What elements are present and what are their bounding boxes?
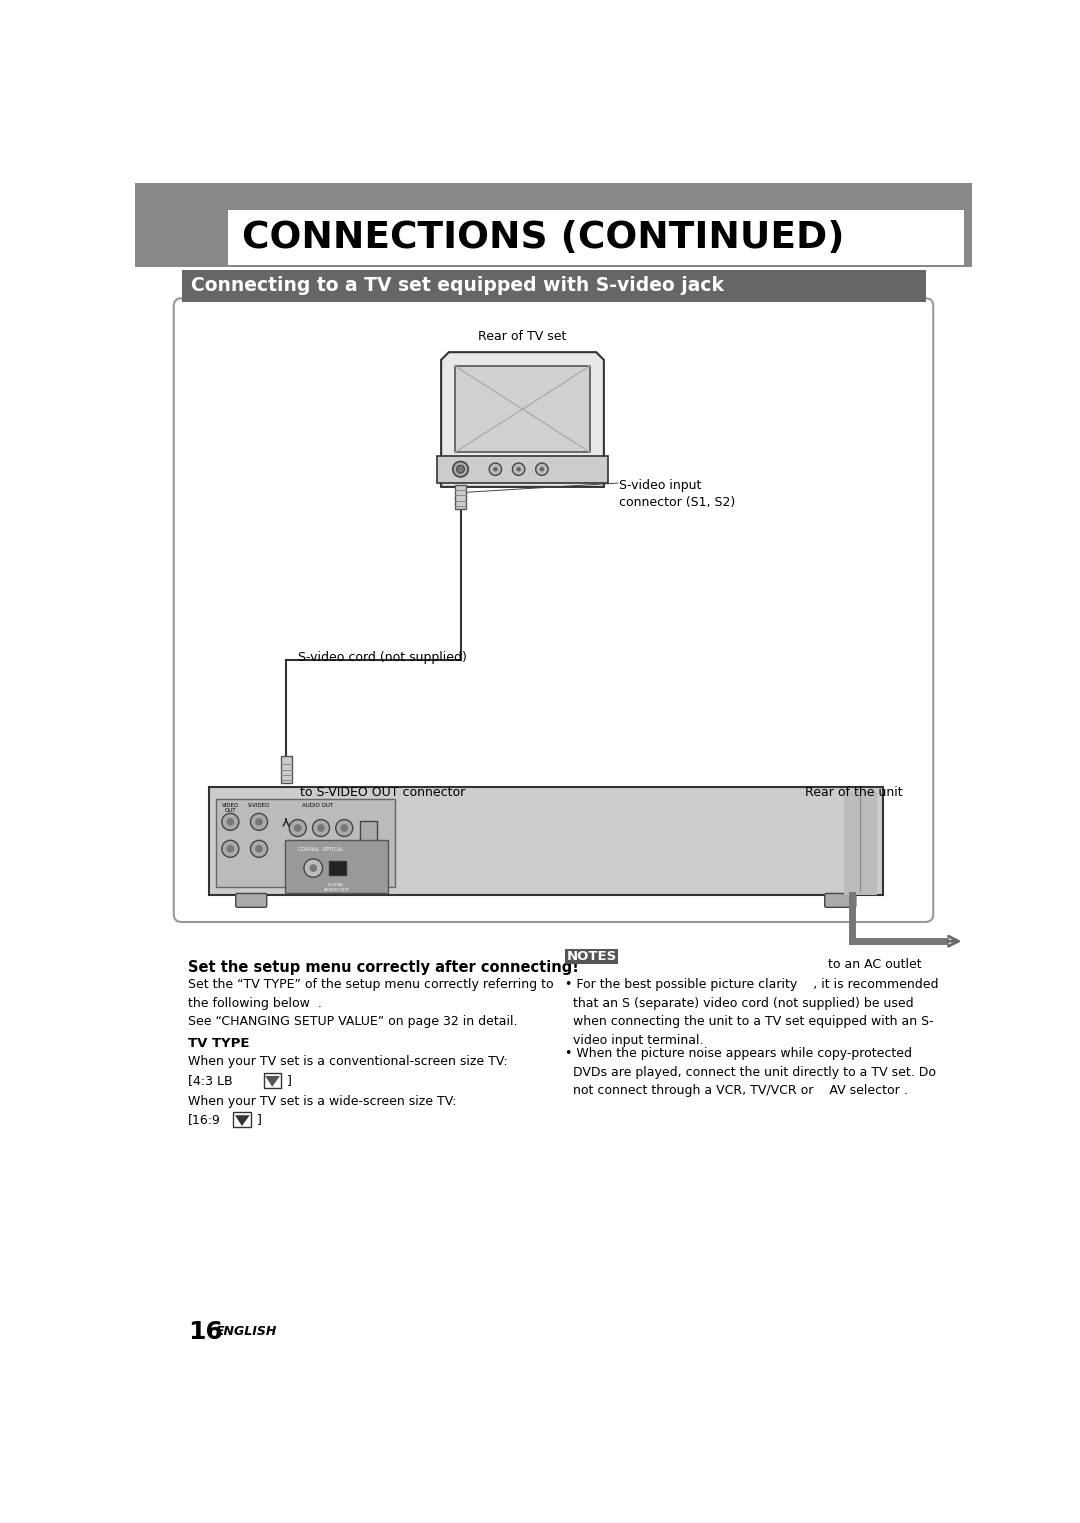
Text: to S-VIDEO OUT connector: to S-VIDEO OUT connector — [300, 786, 465, 800]
Polygon shape — [235, 1115, 249, 1125]
Circle shape — [294, 824, 301, 832]
FancyBboxPatch shape — [228, 210, 964, 265]
Circle shape — [227, 845, 234, 853]
Text: TV TYPE: TV TYPE — [188, 1037, 249, 1051]
Circle shape — [227, 818, 234, 825]
FancyBboxPatch shape — [455, 484, 465, 509]
Text: S-video cord (not supplied): S-video cord (not supplied) — [298, 650, 467, 664]
Circle shape — [536, 463, 548, 475]
FancyBboxPatch shape — [233, 1112, 252, 1127]
Circle shape — [221, 813, 239, 830]
Circle shape — [303, 859, 323, 877]
FancyBboxPatch shape — [208, 787, 882, 896]
Text: When your TV set is a conventional-screen size TV:: When your TV set is a conventional-scree… — [188, 1055, 508, 1068]
FancyBboxPatch shape — [565, 949, 618, 964]
Text: • For the best possible picture clarity    , it is recommended
  that an S (sepa: • For the best possible picture clarity … — [565, 978, 939, 1046]
Text: AUDIO OUT: AUDIO OUT — [301, 803, 333, 807]
FancyBboxPatch shape — [360, 821, 377, 841]
FancyBboxPatch shape — [845, 790, 877, 896]
Text: to an AC outlet: to an AC outlet — [828, 958, 922, 972]
Circle shape — [309, 864, 318, 871]
FancyBboxPatch shape — [284, 839, 389, 892]
FancyBboxPatch shape — [264, 1072, 282, 1087]
Circle shape — [312, 819, 329, 836]
FancyBboxPatch shape — [281, 757, 292, 783]
FancyBboxPatch shape — [135, 210, 972, 268]
Circle shape — [255, 845, 262, 853]
Text: ]: ] — [253, 1113, 261, 1125]
Text: • When the picture noise appears while copy-protected
  DVDs are played, connect: • When the picture noise appears while c… — [565, 1048, 936, 1098]
FancyBboxPatch shape — [825, 894, 855, 908]
Circle shape — [255, 818, 262, 825]
FancyBboxPatch shape — [135, 183, 972, 210]
Text: S-video input
connector (S1, S2): S-video input connector (S1, S2) — [619, 480, 735, 509]
Polygon shape — [441, 352, 604, 487]
Text: ENGLISH: ENGLISH — [216, 1325, 276, 1339]
Text: Set the setup menu correctly after connecting!: Set the setup menu correctly after conne… — [188, 959, 579, 975]
Text: Connecting to a TV set equipped with S-video jack: Connecting to a TV set equipped with S-v… — [191, 277, 724, 295]
Text: Set the “TV TYPE” of the setup menu correctly referring to
the following below  : Set the “TV TYPE” of the setup menu corr… — [188, 978, 553, 1028]
Text: [16:9: [16:9 — [188, 1113, 220, 1125]
Text: VIDEO
OUT: VIDEO OUT — [221, 803, 239, 813]
FancyBboxPatch shape — [181, 270, 926, 302]
Circle shape — [516, 468, 521, 472]
FancyBboxPatch shape — [437, 455, 608, 483]
FancyBboxPatch shape — [455, 366, 590, 452]
FancyBboxPatch shape — [328, 860, 346, 876]
Polygon shape — [266, 1075, 280, 1087]
Circle shape — [340, 824, 348, 832]
Circle shape — [251, 813, 268, 830]
Text: S-VIDEO: S-VIDEO — [247, 803, 270, 807]
Text: 16: 16 — [188, 1319, 222, 1343]
FancyBboxPatch shape — [235, 894, 267, 908]
Text: CONNECTIONS (CONTINUED): CONNECTIONS (CONTINUED) — [242, 221, 845, 256]
FancyBboxPatch shape — [216, 798, 394, 888]
Circle shape — [494, 468, 498, 472]
FancyBboxPatch shape — [174, 299, 933, 921]
Circle shape — [489, 463, 501, 475]
Text: DIGITAL
AUDIO OUT: DIGITAL AUDIO OUT — [324, 883, 349, 892]
Text: When your TV set is a wide-screen size TV:: When your TV set is a wide-screen size T… — [188, 1095, 456, 1109]
Text: NOTES: NOTES — [566, 950, 617, 963]
Circle shape — [453, 461, 469, 477]
Circle shape — [289, 819, 307, 836]
Circle shape — [512, 463, 525, 475]
Circle shape — [336, 819, 353, 836]
Circle shape — [251, 841, 268, 857]
Circle shape — [540, 468, 544, 472]
Circle shape — [318, 824, 325, 832]
Text: Rear of TV set: Rear of TV set — [478, 330, 567, 343]
Text: COAXIAL  OPTICAL: COAXIAL OPTICAL — [298, 847, 342, 853]
Text: [4:3 LB: [4:3 LB — [188, 1074, 232, 1086]
Circle shape — [221, 841, 239, 857]
Text: Rear of the unit: Rear of the unit — [805, 786, 902, 800]
Text: ]: ] — [283, 1074, 292, 1086]
Circle shape — [457, 466, 464, 474]
